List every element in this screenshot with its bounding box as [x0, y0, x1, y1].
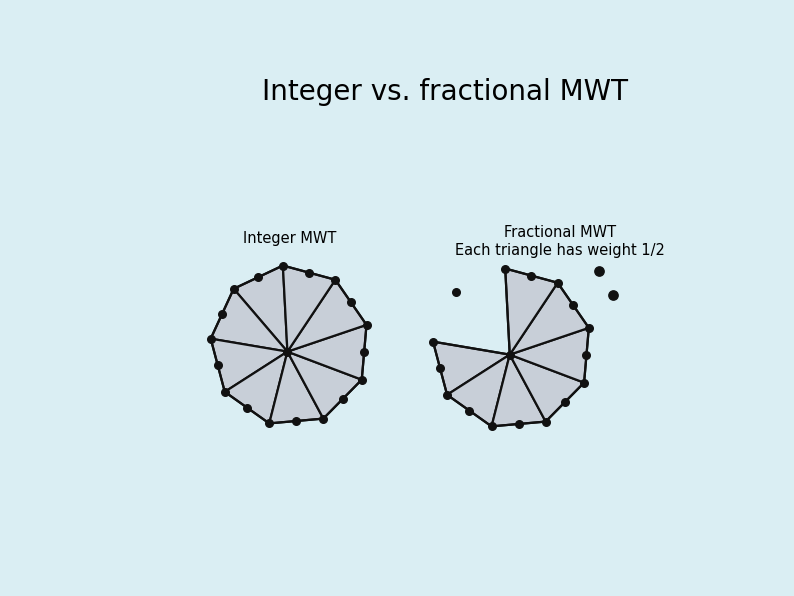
Point	[551, 278, 564, 287]
Point	[227, 284, 240, 294]
Point	[558, 398, 571, 407]
Point	[583, 323, 596, 333]
Point	[449, 287, 462, 297]
Polygon shape	[269, 352, 323, 423]
Point	[204, 334, 217, 343]
Point	[525, 271, 538, 280]
Polygon shape	[210, 289, 287, 352]
Polygon shape	[447, 355, 510, 426]
Text: Integer vs. fractional MWT: Integer vs. fractional MWT	[262, 79, 627, 106]
Point	[578, 378, 591, 387]
Point	[336, 395, 349, 404]
Polygon shape	[510, 283, 589, 355]
Point	[499, 264, 511, 274]
Point	[329, 275, 341, 284]
Point	[345, 297, 357, 307]
Polygon shape	[225, 352, 287, 423]
Point	[358, 347, 371, 357]
Polygon shape	[491, 355, 545, 426]
Point	[512, 419, 525, 429]
Point	[216, 309, 229, 318]
Polygon shape	[287, 352, 362, 418]
Polygon shape	[505, 269, 557, 355]
Point	[426, 337, 439, 346]
Point	[218, 387, 231, 396]
Polygon shape	[210, 339, 287, 392]
Point	[434, 364, 446, 373]
Point	[485, 421, 498, 431]
Polygon shape	[433, 342, 510, 395]
Point	[356, 375, 368, 384]
Point	[290, 416, 303, 426]
Point	[580, 350, 593, 360]
Point	[276, 261, 289, 271]
Point	[593, 266, 606, 276]
Point	[360, 320, 373, 330]
Point	[441, 390, 453, 399]
Polygon shape	[233, 266, 287, 352]
Point	[607, 290, 619, 300]
Point	[211, 361, 224, 370]
Polygon shape	[510, 355, 584, 421]
Point	[317, 414, 330, 423]
Point	[463, 406, 476, 415]
Polygon shape	[287, 325, 367, 380]
Point	[503, 350, 516, 359]
Point	[303, 268, 315, 277]
Polygon shape	[510, 328, 589, 383]
Polygon shape	[287, 280, 367, 352]
Point	[281, 347, 294, 356]
Text: Integer MWT: Integer MWT	[243, 231, 337, 246]
Point	[539, 417, 552, 426]
Text: Fractional MWT
Each triangle has weight 1/2: Fractional MWT Each triangle has weight …	[455, 225, 665, 257]
Point	[241, 403, 253, 412]
Point	[252, 272, 264, 282]
Point	[567, 300, 580, 310]
Polygon shape	[283, 266, 335, 352]
Point	[263, 418, 276, 428]
